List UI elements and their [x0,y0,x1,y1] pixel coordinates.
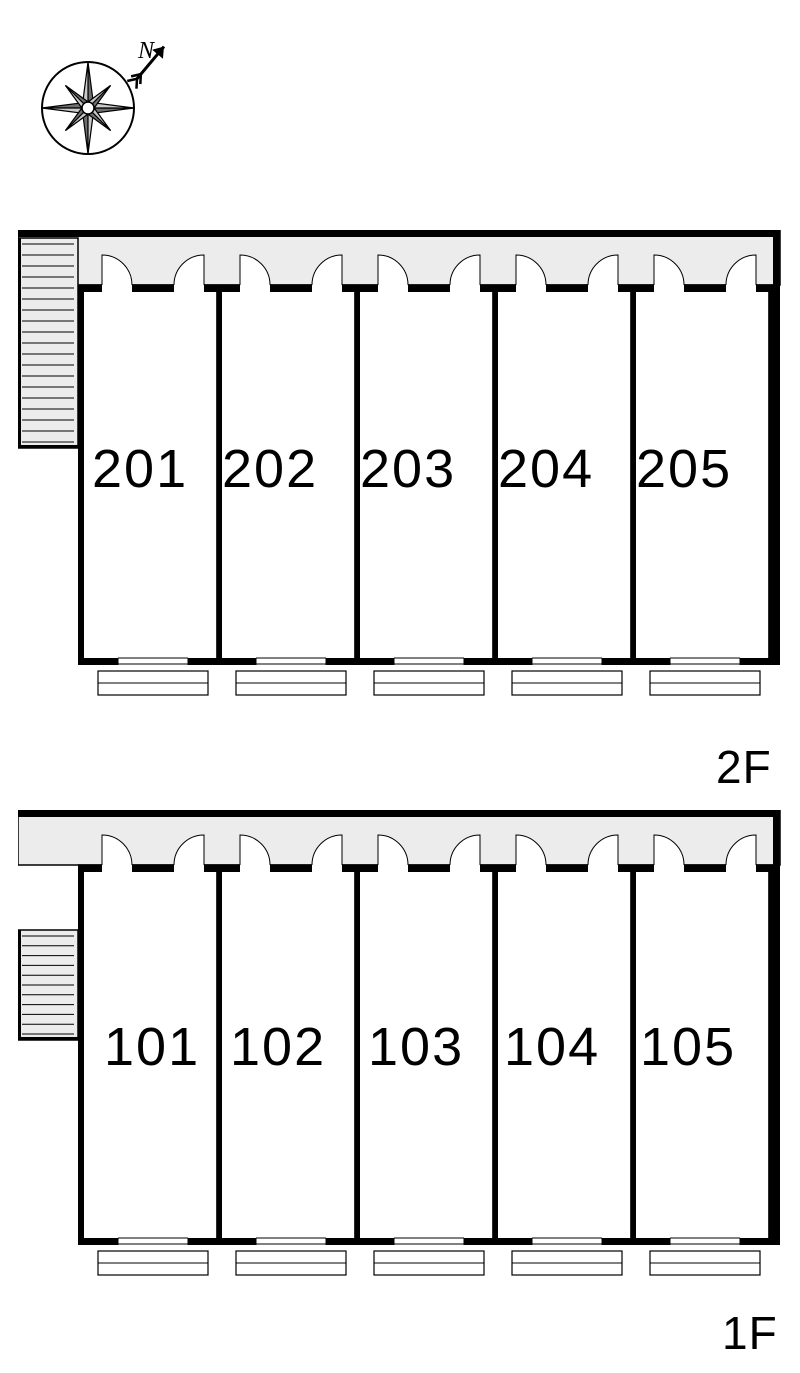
unit-label-205: 205 [636,438,732,500]
unit-label-104: 104 [504,1016,600,1078]
unit-label-103: 103 [368,1016,464,1078]
floor-label-1f: 1F [722,1306,778,1360]
floorplan-page: N 2F 201 202 203 204 205 1F 101 102 103 … [0,0,800,1373]
unit-label-101: 101 [104,1016,200,1078]
unit-label-203: 203 [360,438,456,500]
unit-label-105: 105 [640,1016,736,1078]
unit-label-204: 204 [498,438,594,500]
unit-label-202: 202 [222,438,318,500]
compass: N [28,28,198,183]
unit-label-102: 102 [230,1016,326,1078]
floor-label-2f: 2F [716,740,772,794]
unit-label-201: 201 [92,438,188,500]
